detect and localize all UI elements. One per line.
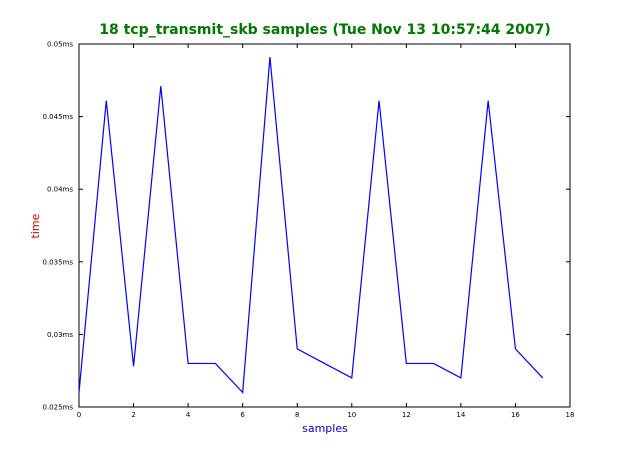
plot-area: 0 2 4 6 8 10 12 14 16 18 0.025ms 0.03ms 0.035ms 0.04m… [42, 41, 574, 420]
x-tick-label: 16 [511, 411, 520, 419]
x-tick-label: 12 [402, 411, 411, 419]
x-tick-label: 8 [295, 411, 299, 419]
x-tick-label: 0 [77, 411, 81, 419]
y-tick-label: 0.04ms [47, 186, 73, 194]
y-tick-label: 0.05ms [47, 41, 73, 49]
x-tick-label: 10 [347, 411, 356, 419]
chart-title: 18 tcp_transmit_skb samples (Tue Nov 13 … [99, 22, 551, 38]
y-tick-label: 0.035ms [42, 258, 73, 266]
x-tick-label: 2 [131, 411, 135, 419]
y-tick-label: 0.03ms [47, 331, 73, 339]
x-tick-label: 18 [566, 411, 575, 419]
y-tick-label: 0.025ms [42, 404, 73, 412]
x-tick-label: 4 [186, 411, 191, 419]
x-tick-label: 14 [456, 411, 465, 419]
y-tick-label: 0.045ms [42, 113, 73, 121]
x-tick-label: 6 [240, 411, 245, 419]
y-axis-label: time [29, 213, 42, 238]
x-axis-label: samples [302, 422, 348, 435]
series-line [78, 57, 544, 394]
plot-frame [78, 43, 571, 408]
